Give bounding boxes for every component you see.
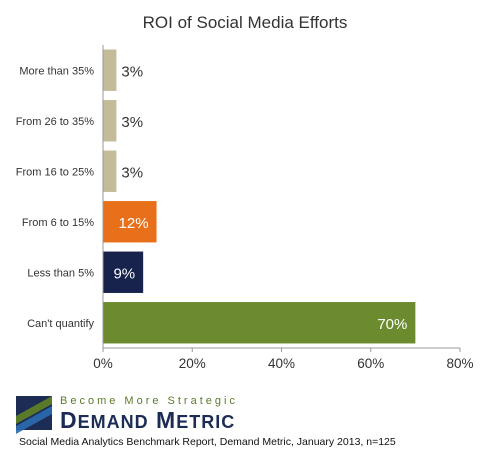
data-label-5: 9% bbox=[113, 265, 135, 282]
category-label-1: More than 35% bbox=[19, 65, 94, 77]
demand-metric-logo: Become More Strategic DEMAND METRIC bbox=[16, 395, 238, 434]
x-tick-label-2: 20% bbox=[179, 356, 206, 371]
x-tick-label-3: 40% bbox=[268, 356, 295, 371]
category-label-5: Less than 5% bbox=[27, 267, 94, 279]
data-label-4: 12% bbox=[119, 215, 149, 232]
category-labels: More than 35% From 26 to 35% From 16 to 25… bbox=[16, 65, 95, 330]
brand-tagline: Become More Strategic bbox=[60, 395, 238, 407]
category-label-4: From 6 to 15% bbox=[22, 217, 94, 229]
logo-mark-icon bbox=[16, 396, 52, 434]
category-label-6: Can't quantify bbox=[27, 318, 94, 330]
bar-1 bbox=[103, 49, 117, 91]
x-tick-label-4: 60% bbox=[357, 356, 384, 371]
x-tick-label-1: 0% bbox=[93, 356, 113, 371]
bar-4 bbox=[103, 201, 157, 243]
x-tick-label-5: 80% bbox=[446, 356, 473, 371]
bar-2 bbox=[103, 100, 117, 142]
bar-5 bbox=[103, 251, 144, 293]
category-label-3: From 16 to 25% bbox=[16, 166, 94, 178]
chart-title: ROI of Social Media Efforts bbox=[143, 13, 348, 32]
data-label-2: 3% bbox=[121, 114, 143, 131]
x-axis-ticks: 0% 20% 40% 60% 80% bbox=[93, 348, 474, 371]
data-label-6: 70% bbox=[377, 316, 407, 333]
data-label-1: 3% bbox=[121, 63, 143, 80]
bar-3 bbox=[103, 150, 117, 192]
category-label-2: From 26 to 35% bbox=[16, 116, 94, 128]
bar-6 bbox=[103, 302, 416, 344]
brand-name: DEMAND METRIC bbox=[60, 407, 235, 433]
source-note: Social Media Analytics Benchmark Report,… bbox=[19, 436, 396, 448]
bars-group bbox=[103, 49, 416, 344]
data-label-3: 3% bbox=[121, 164, 143, 181]
data-labels: 3% 3% 3% 12% 9% 70% bbox=[113, 63, 407, 333]
